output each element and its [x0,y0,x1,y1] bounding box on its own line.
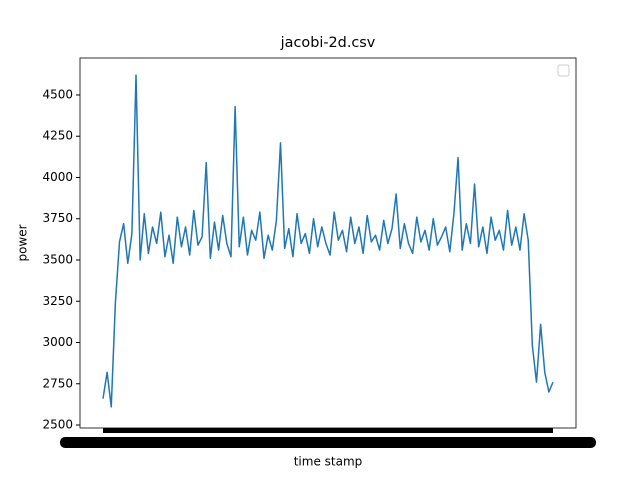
y-tick-label: 4500 [42,87,73,101]
y-tick-label: 3000 [42,335,73,349]
y-tick-label: 2750 [42,376,73,390]
y-tick-label: 4000 [42,170,73,184]
x-tick-labels-overlap [60,437,596,448]
legend [557,64,570,77]
chart-title: jacobi-2d.csv [280,35,376,51]
x-axis-label: time stamp [294,455,363,469]
y-tick-label: 3250 [42,294,73,308]
y-tick-label: 2500 [42,418,73,432]
y-tick-label: 4250 [42,129,73,143]
y-tick-label: 3500 [42,252,73,266]
y-axis-label: power [16,224,30,261]
x-tick-marks [103,428,553,433]
y-tick-label: 3750 [42,211,73,225]
plot-frame [79,57,577,429]
series-line [102,74,554,408]
